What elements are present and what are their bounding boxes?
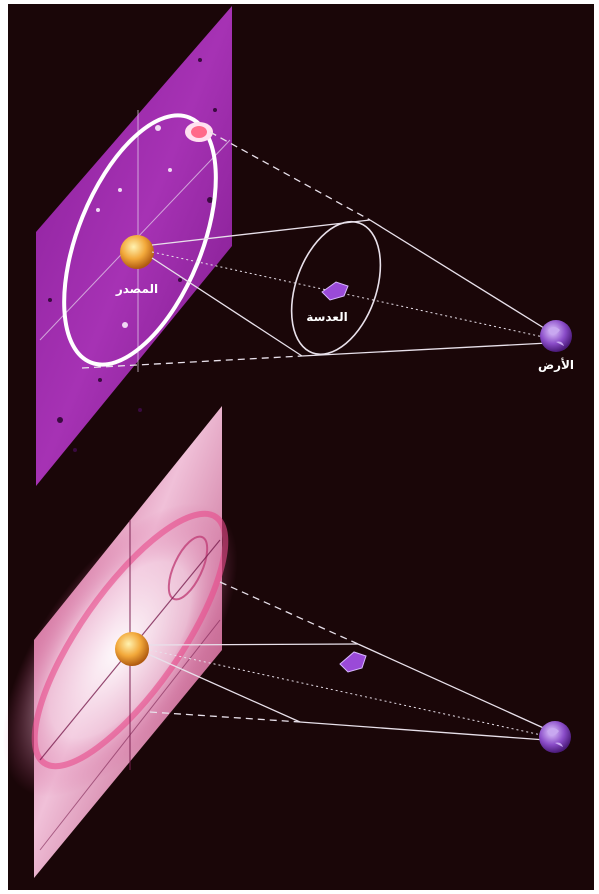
lower-light-rays [149, 581, 549, 741]
lower-earth [539, 721, 571, 753]
upper-plane-bright-spots [96, 125, 172, 328]
lower-plane-inner-ring [167, 535, 209, 601]
lower-scene [2, 406, 571, 878]
source-label: المصدر [115, 282, 158, 296]
upper-plane-speckles [48, 58, 217, 452]
upper-earth [540, 320, 572, 352]
upper-source-star [120, 235, 154, 269]
lens-label: العدسة [306, 310, 347, 324]
upper-scene: المصدر العدسة الأرض [36, 6, 574, 486]
upper-einstein-ring [62, 113, 218, 367]
upper-light-rays [81, 131, 553, 369]
upper-lens-ring [290, 220, 382, 356]
earth-label: الأرض [538, 357, 574, 372]
lower-source-star [115, 632, 149, 666]
lower-lens-galaxy [339, 651, 367, 673]
lower-plane-halo-outer [31, 510, 229, 770]
upper-lens-galaxy [321, 281, 349, 301]
